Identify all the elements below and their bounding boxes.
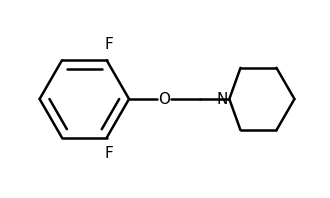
Text: N: N (217, 91, 228, 107)
Text: F: F (104, 147, 113, 161)
Text: O: O (158, 91, 170, 107)
Text: F: F (104, 37, 113, 51)
